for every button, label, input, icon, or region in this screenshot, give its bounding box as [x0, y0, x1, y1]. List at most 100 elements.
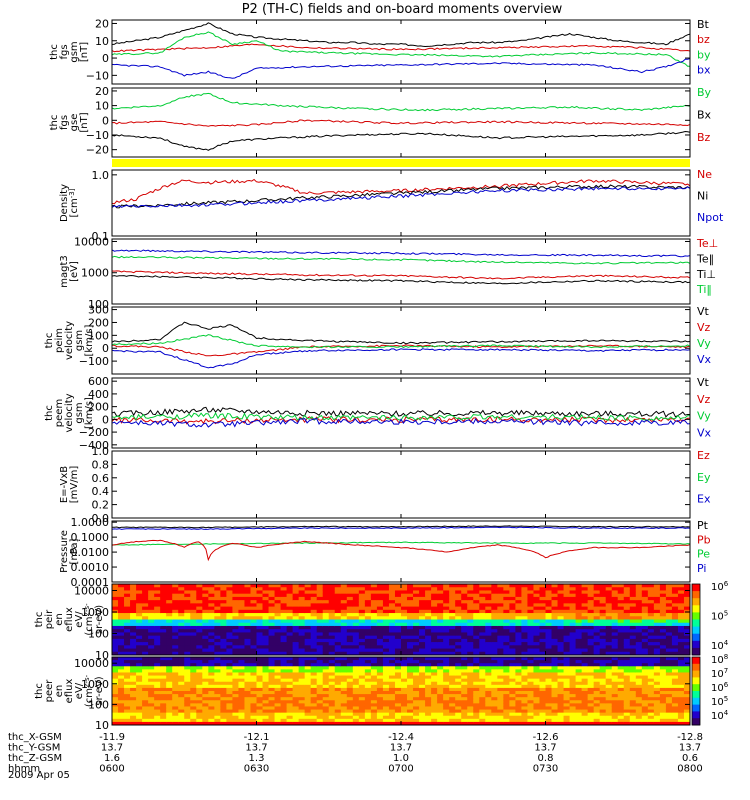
series-fgs_gse-Bz [111, 119, 691, 127]
legend-entry: Te⊥ [696, 237, 718, 250]
y-tick-label: 100 [88, 628, 109, 641]
legend-efield: Ez Ey Ex [697, 449, 711, 506]
x-tick-label: 0630 [244, 764, 269, 775]
series-pressure-Pi [111, 526, 691, 530]
y-axis-label: [nT] [79, 112, 90, 132]
x-tick-label: 0730 [533, 764, 558, 775]
y-axis-label: [km/s] [84, 324, 95, 356]
y-tick-label: 1.0000 [71, 516, 110, 529]
legend-entry: Ne [697, 168, 712, 181]
y-tick-label: −200 [79, 426, 109, 439]
y-tick-label: 10000 [74, 585, 109, 598]
colorbar-label: 106 [711, 681, 729, 694]
y-tick-label: 0.6 [92, 472, 110, 485]
separator-band [112, 159, 690, 167]
x-tick-label: 1.6 [104, 753, 120, 764]
spectrogram-peir_spectrogram [112, 584, 691, 656]
legend-entry: bz [697, 33, 710, 46]
y-tick-label: 20 [95, 85, 109, 98]
y-tick-label: −20 [86, 144, 109, 157]
series-temperature-Ti⊥ [111, 249, 691, 258]
y-tick-label: 10000 [74, 236, 109, 249]
y-axis-label: gsm [74, 402, 85, 423]
series-temperature-Te⊥ [111, 270, 691, 280]
date-label: 2009 Apr 05 [8, 770, 70, 781]
y-tick-label: 10 [95, 719, 109, 732]
y-axis-label: [mV/m] [69, 466, 80, 504]
x-tick-label: 1.3 [249, 753, 265, 764]
y-tick-label: 0.0010 [71, 561, 110, 574]
y-tick-label: 1000 [81, 678, 109, 691]
series-peem_velocity-Vt [111, 406, 690, 418]
y-tick-label: 10000 [74, 657, 109, 670]
series-fgs_gse-By [111, 92, 691, 112]
y-tick-label: 300 [88, 304, 109, 317]
x-tick-label: -11.9 [99, 732, 125, 743]
legend-entry: Ez [697, 449, 710, 462]
y-axis-label: [km/s] [84, 397, 95, 429]
y-tick-label: 100 [88, 298, 109, 311]
legend-entry: by [697, 48, 711, 61]
series-pressure-Pt [112, 525, 691, 529]
legend-entry: Pe [697, 548, 710, 561]
legend-peem_velocity: Vt Vz Vy Vx [697, 376, 712, 439]
colorbar-label: 107 [711, 667, 728, 680]
legend-density: Ne Ni Npot [697, 168, 724, 224]
panel-frame [111, 169, 691, 237]
x-tick-label: 13.7 [245, 743, 267, 754]
y-tick-label: 0.1 [92, 230, 110, 243]
x-row-label: thc_Z-GSM [8, 753, 62, 764]
y-tick-label: −10 [86, 129, 109, 142]
y-tick-label: 1.0 [92, 169, 110, 182]
y-axis-label: Density [59, 184, 70, 222]
y-tick-label: −100 [79, 355, 109, 368]
y-axis-label: thc [44, 405, 55, 421]
colorbar-label: 108 [711, 653, 728, 666]
colorbar-label: 104 [711, 709, 729, 722]
y-axis-label: gse [69, 114, 80, 132]
y-tick-label: 20 [95, 18, 109, 31]
legend-peim_velocity: Vt Vz Vy Vx [697, 305, 712, 366]
y-axis-label: peer [44, 679, 55, 703]
x-tick-label: 0700 [388, 764, 413, 775]
legend-fgs_gsm: Bt bz by bx [697, 18, 711, 76]
y-axis-label: thc [49, 115, 60, 131]
x-tick-label: 0.8 [538, 753, 554, 764]
colorbar-peir_spectrogram: 106 105 104 [691, 580, 729, 656]
x-tick-label: 0.6 [682, 753, 698, 764]
y-axis-label: en [54, 613, 65, 626]
y-axis-label: sr-eV) [94, 676, 105, 705]
x-tick-label: 1.0 [393, 753, 409, 764]
x-tick-label: 13.7 [534, 743, 556, 754]
series-peem_velocity-Vx [111, 418, 691, 428]
y-tick-label: 0.8 [92, 458, 110, 471]
y-tick-label: 100 [88, 329, 109, 342]
y-tick-label: 0 [102, 342, 109, 355]
legend-entry: Ey [697, 471, 711, 484]
panel-temperature: 100 1000 10000 magt3 [eV] Te⊥ Te‖ Ti⊥ Ti‖ [59, 236, 718, 312]
x-tick-label: -12.1 [244, 732, 270, 743]
y-axis-label: magt3 [59, 255, 70, 288]
x-tick-label: -12.4 [388, 732, 414, 743]
legend-entry: Npot [697, 211, 724, 224]
x-tick-label: -12.8 [677, 732, 703, 743]
x-tick-label: -12.6 [533, 732, 559, 743]
legend-entry: Ti⊥ [696, 268, 716, 281]
y-axis-label: peem [54, 399, 65, 427]
series-pressure-Pb [111, 539, 691, 562]
y-tick-label: 10 [95, 35, 109, 48]
panel-peir_spectrogram: 106 105 104 10 100 1000 10000 thc peir en eflux eV/… [34, 580, 729, 662]
panel-frame [111, 238, 691, 305]
y-tick-label: 0.4 [92, 485, 110, 498]
panel-frame [111, 377, 691, 449]
y-axis-label: sr-eV) [94, 605, 105, 634]
y-axis-label: thc [49, 44, 60, 60]
legend-entry: Pb [697, 533, 711, 546]
panel-efield: 0.00.20.40.60.81.0 E=-VxB [mV/m] Ez Ey Ex [59, 445, 711, 525]
legend-entry: Vt [697, 305, 710, 318]
y-tick-label: 10 [95, 100, 109, 113]
y-axis-label: [cm-3] [68, 188, 80, 217]
y-tick-label: 1.0 [92, 445, 110, 458]
